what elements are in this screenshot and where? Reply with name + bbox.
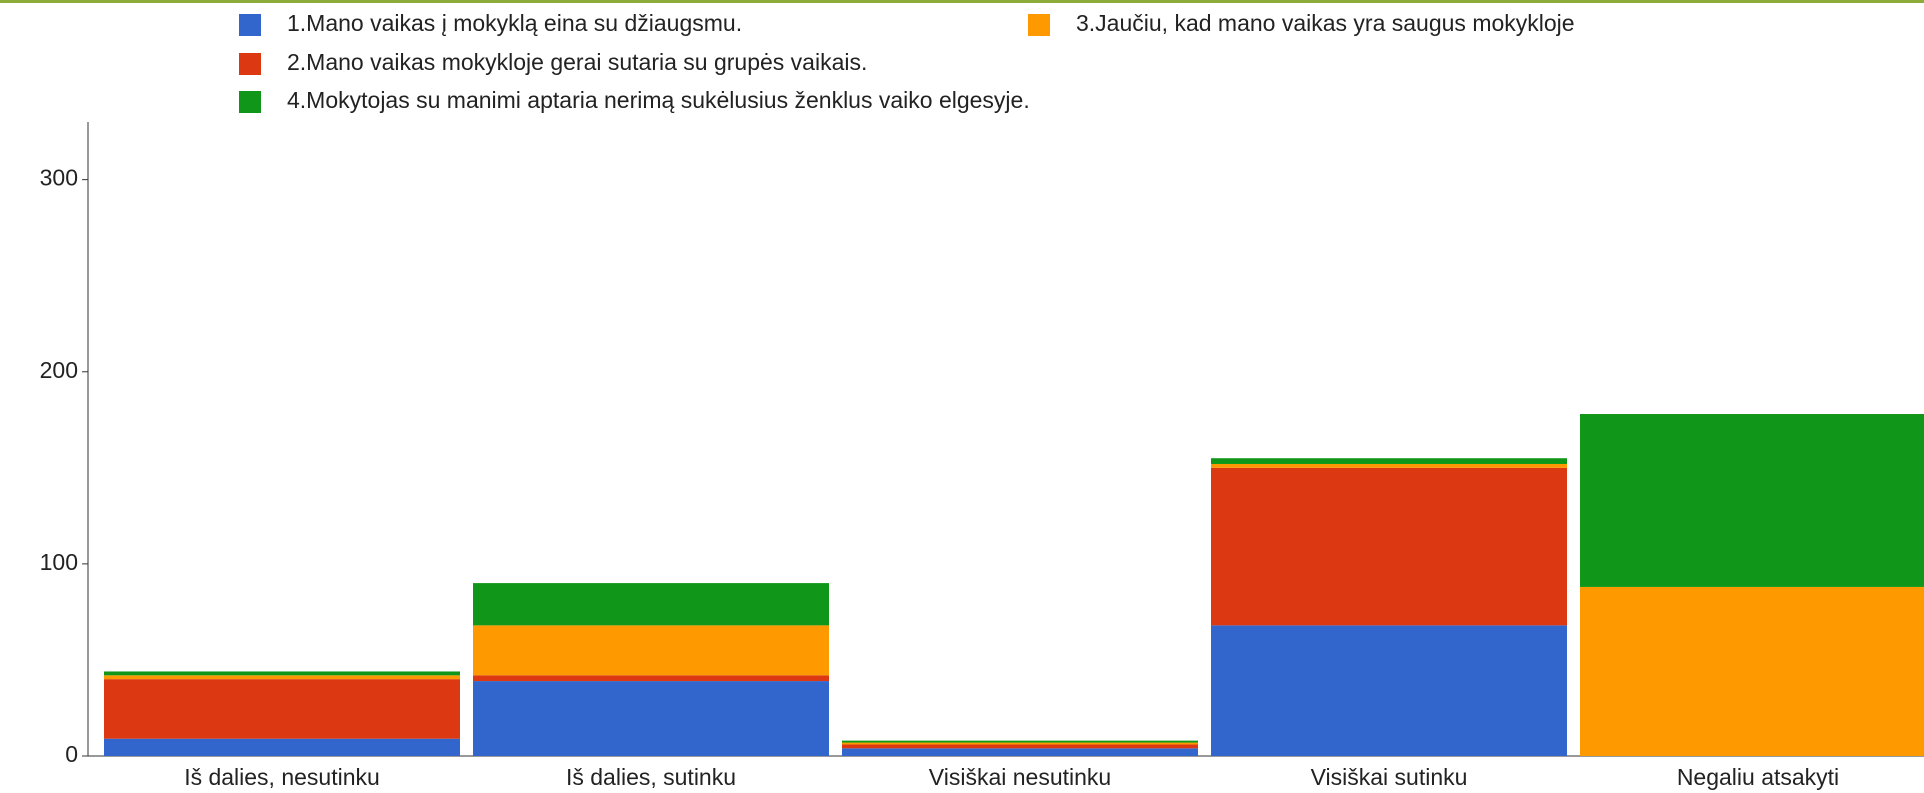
- bar-segment: [104, 738, 460, 756]
- legend-swatch: [239, 14, 261, 36]
- bar-segment: [1580, 414, 1924, 587]
- legend-label: 2.Mano vaikas mokykloje gerai sutaria su…: [287, 49, 867, 75]
- bar-segment: [1211, 625, 1567, 756]
- bar-segment: [473, 675, 829, 682]
- bar-segment: [1211, 463, 1567, 468]
- bar-segment: [842, 742, 1198, 745]
- bar-segment: [104, 675, 460, 680]
- bar-segment: [842, 744, 1198, 749]
- legend-swatch: [239, 91, 261, 113]
- bar-segment: [473, 681, 829, 756]
- legend-label: 3.Jaučiu, kad mano vaikas yra saugus mok…: [1076, 10, 1575, 36]
- x-tick-label: Visiškai sutinku: [1311, 764, 1468, 790]
- bar-segment: [104, 671, 460, 676]
- x-tick-label: Negaliu atsakyti: [1677, 764, 1839, 790]
- y-tick-label: 300: [40, 165, 78, 191]
- top-border: [0, 0, 1924, 3]
- legend-swatch: [1028, 14, 1050, 36]
- y-tick-label: 200: [40, 357, 78, 383]
- y-tick-label: 0: [65, 741, 78, 767]
- x-tick-label: Visiškai nesutinku: [929, 764, 1111, 790]
- y-tick-label: 100: [40, 549, 78, 575]
- bar-segment: [1211, 458, 1567, 464]
- x-tick-label: Iš dalies, sutinku: [566, 764, 736, 790]
- legend-swatch: [239, 53, 261, 75]
- legend-label: 1.Mano vaikas į mokyklą eina su džiaugsm…: [287, 10, 742, 36]
- x-tick-label: Iš dalies, nesutinku: [184, 764, 380, 790]
- bar-segment: [473, 625, 829, 676]
- bar-segment: [473, 583, 829, 626]
- bar-segment: [842, 748, 1198, 756]
- bar-segment: [104, 679, 460, 739]
- bar-segment: [1580, 586, 1924, 756]
- bar-segment: [1211, 467, 1567, 626]
- legend-label: 4.Mokytojas su manimi aptaria nerimą suk…: [287, 87, 1030, 113]
- bar-segment: [842, 740, 1198, 743]
